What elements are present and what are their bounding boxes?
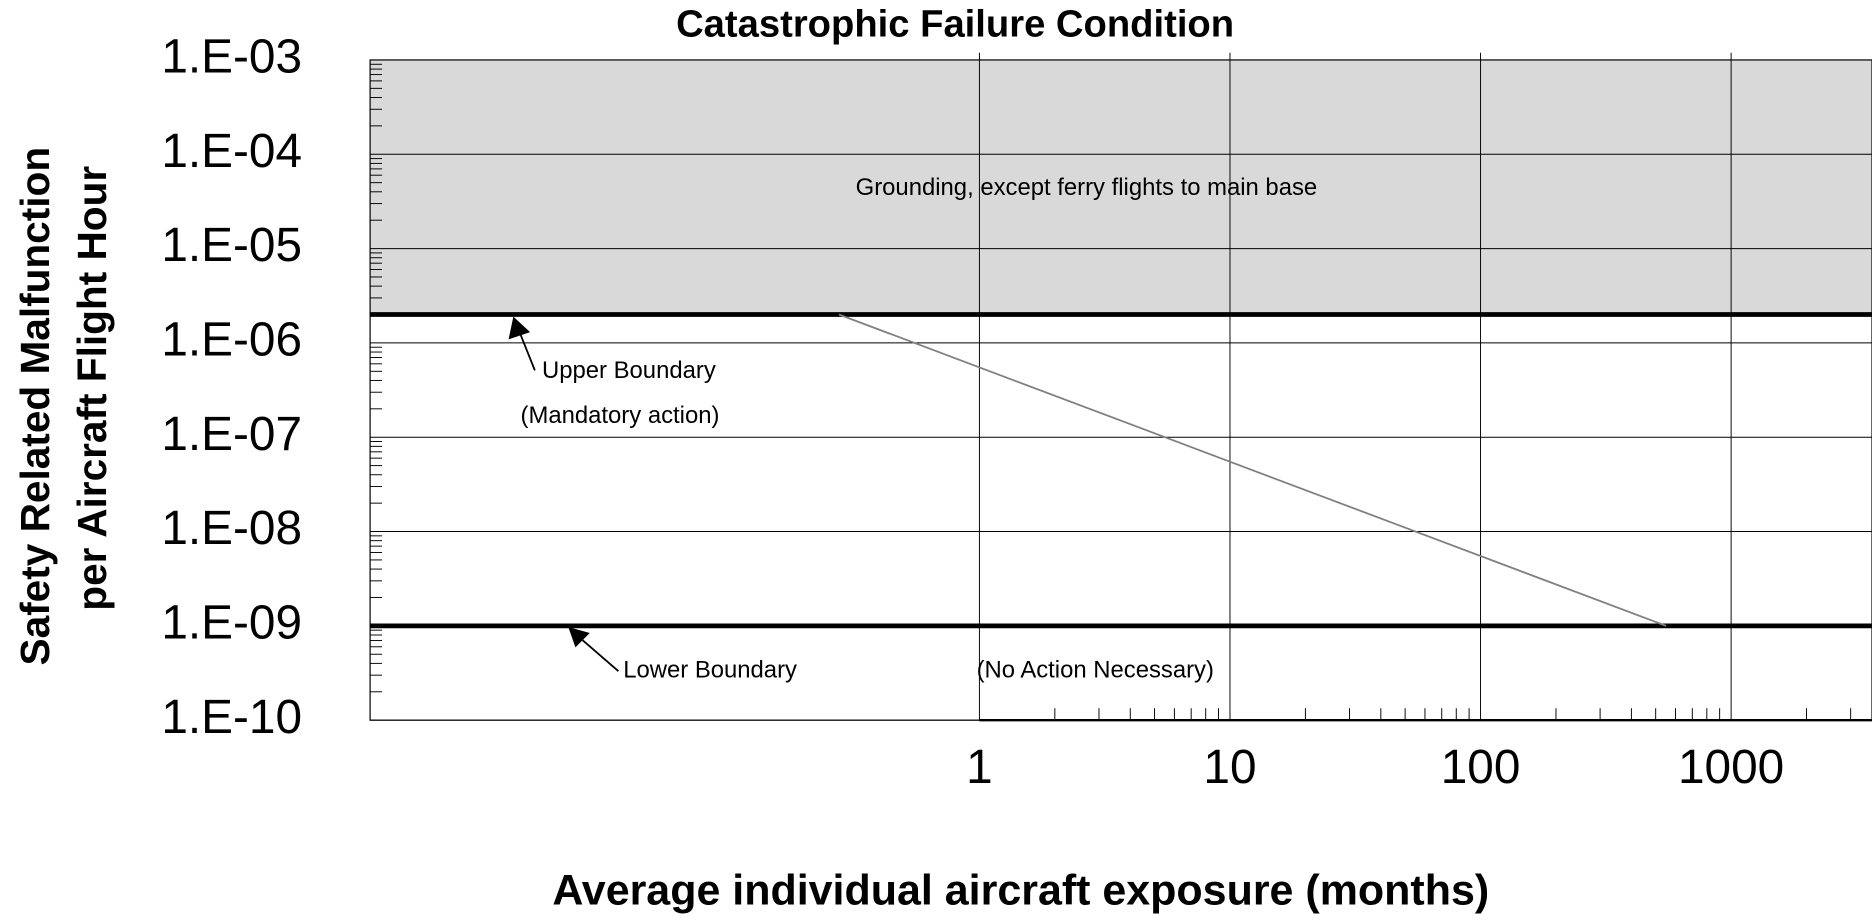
annotation: Upper Boundary (542, 357, 716, 384)
annotation: Grounding, except ferry flights to main … (856, 174, 1318, 201)
background-layer (370, 59, 1872, 315)
annotation: (No Action Necessary) (977, 657, 1214, 684)
y-tick-label: 1.E-04 (161, 125, 302, 178)
arrow (508, 316, 536, 371)
y-tick-label: 1.E-07 (161, 408, 302, 461)
shaded-region (370, 59, 1872, 315)
plot-frame (369, 59, 1872, 721)
y-tick-label: 1.E-08 (161, 502, 302, 555)
arrow (568, 627, 620, 672)
x-axis-title: Average individual aircraft exposure (mo… (552, 867, 1489, 915)
annotation: Lower Boundary (623, 657, 797, 684)
y-tick-label: 1.E-05 (161, 219, 302, 272)
foreground-layer: 1.E-03 1.E-04 1.E-05 1.E-06 1.E-07 1.E-08 1.E-… (161, 31, 1872, 794)
chart-title: Catastrophic Failure Condition (676, 3, 1234, 46)
x-tick-label: 100 (1441, 741, 1521, 794)
y-tick-label: 1.E-10 (161, 691, 302, 744)
annotation: (Mandatory action) (521, 402, 720, 429)
x-tick-label: 1000 (1678, 741, 1784, 794)
y-tick-label: 1.E-09 (161, 596, 302, 649)
x-tick-label: 10 (1203, 741, 1256, 794)
y-axis-title: per Aircraft Flight Hour (69, 166, 115, 611)
series-line (838, 313, 1667, 627)
y-axis-title: Safety Related Malfunction (12, 147, 58, 666)
y-tick-label: 1.E-06 (161, 314, 302, 367)
y-tick-label: 1.E-03 (161, 31, 302, 84)
x-tick-label: 1 (966, 741, 993, 794)
